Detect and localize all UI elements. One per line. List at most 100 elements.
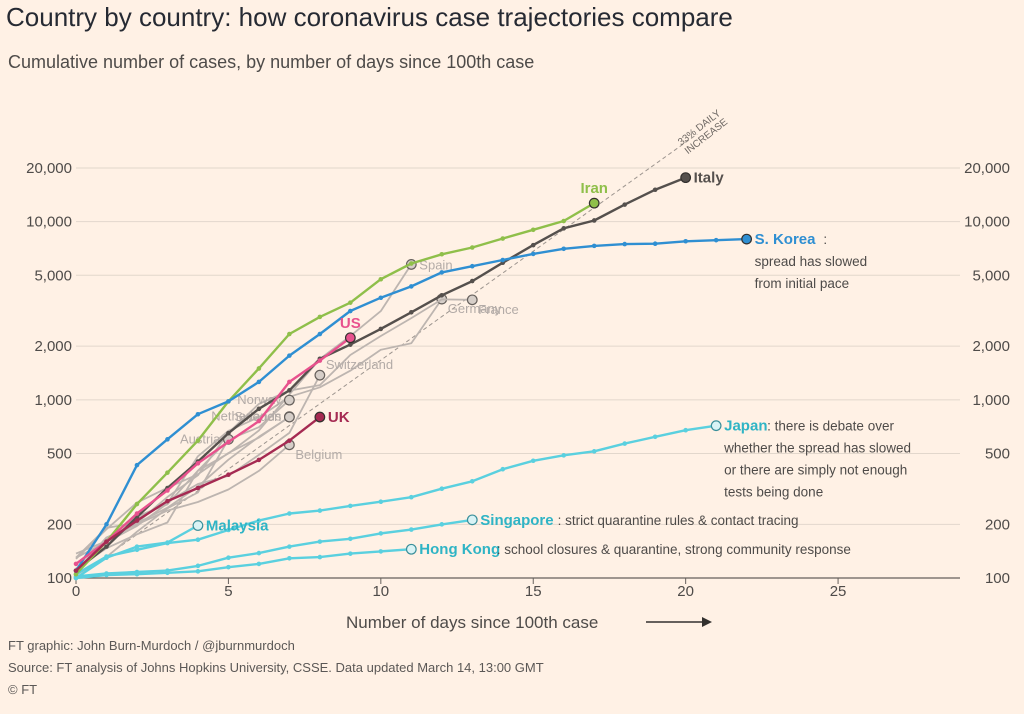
- series-point-iran: [256, 366, 262, 371]
- series-point-uk: [134, 518, 140, 523]
- y-tick-right-200: 200: [985, 516, 1010, 533]
- series-point-south-korea: [561, 246, 567, 252]
- series-point-south-korea: [256, 379, 262, 385]
- y-tick-left-10000: 10,000: [26, 214, 72, 231]
- annotation-singapore: : strict quarantine rules & contact trac…: [558, 513, 799, 528]
- annotation-line-south-korea: :: [823, 232, 827, 247]
- series-point-hong-kong: [165, 570, 170, 576]
- series-point-italy: [287, 388, 292, 393]
- series-point-south-korea: [500, 257, 506, 263]
- series-point-us: [73, 561, 79, 567]
- series-point-iran: [469, 245, 475, 250]
- series-label-italy: Italy: [694, 170, 725, 187]
- series-point-japan: [469, 478, 475, 484]
- series-end-point-hong-kong: [405, 543, 417, 555]
- series-point-south-korea: [287, 353, 292, 358]
- x-tick-10: 10: [372, 583, 389, 600]
- series-point-italy: [652, 187, 658, 193]
- series-point-japan: [287, 511, 292, 516]
- series-end-point-norway: [283, 394, 295, 406]
- y-tick-left-200: 200: [47, 516, 72, 533]
- series-point-us: [317, 358, 323, 363]
- series-point-uk: [256, 457, 262, 463]
- y-tick-right-2000: 2,000: [972, 338, 1010, 355]
- series-point-malaysia: [165, 540, 170, 545]
- series-point-south-korea: [226, 399, 231, 404]
- series-point-south-korea: [409, 284, 414, 289]
- x-axis-label: Number of days since 100th case: [346, 613, 598, 632]
- series-point-japan: [591, 449, 597, 454]
- series-point-iran: [287, 331, 292, 337]
- series-point-singapore: [409, 527, 414, 532]
- series-point-italy: [561, 226, 567, 231]
- series-line-japan: [75, 424, 717, 576]
- series-line-spain: [75, 263, 413, 565]
- series-point-japan: [439, 486, 445, 492]
- reference-line: [75, 133, 698, 579]
- series-point-italy: [226, 430, 231, 436]
- series-point-iran: [378, 276, 384, 282]
- series-line-us: [75, 336, 352, 565]
- series-point-south-korea: [104, 522, 109, 527]
- annotation-line-japan: whether the spread has slowed: [723, 441, 911, 456]
- series-label-spain: Spain: [419, 257, 452, 272]
- series-end-point-sweden: [283, 411, 295, 423]
- series-label-south-korea: S. Korea: [755, 231, 817, 248]
- y-tick-right-10000: 10,000: [964, 214, 1010, 231]
- series-point-japan: [561, 453, 567, 458]
- series-point-hong-kong: [195, 569, 201, 574]
- series-point-malaysia: [134, 544, 140, 549]
- x-tick-20: 20: [677, 583, 694, 600]
- series-us: US: [73, 315, 361, 567]
- series-point-japan: [409, 494, 414, 500]
- series-point-japan: [622, 441, 627, 446]
- y-tick-right-1000: 1,000: [972, 392, 1010, 409]
- series-point-uk: [195, 485, 201, 491]
- footer-copyright: © FT: [8, 682, 38, 697]
- series-label-hong-kong: Hong Kong: [419, 541, 500, 558]
- series-point-japan: [134, 547, 140, 553]
- series-point-south-korea: [195, 411, 201, 417]
- series-hong-kong: Hong Kong: [73, 541, 500, 581]
- series-line-italy: [75, 176, 687, 572]
- series-point-italy: [591, 218, 597, 223]
- series-point-south-korea: [652, 241, 658, 246]
- annotation-line-singapore: : strict quarantine rules & contact trac…: [558, 513, 799, 528]
- series-point-japan: [317, 508, 323, 513]
- series-point-us: [134, 511, 140, 516]
- series-point-italy: [256, 406, 262, 412]
- series-point-japan: [226, 527, 231, 533]
- series-point-hong-kong: [134, 571, 140, 577]
- series-point-us: [195, 461, 201, 466]
- y-tick-left-100: 100: [47, 570, 72, 587]
- series-point-hong-kong: [226, 564, 231, 570]
- series-point-japan: [256, 518, 262, 523]
- series-point-iran: [195, 438, 201, 443]
- series-label-uk: UK: [328, 409, 350, 426]
- series-point-iran: [317, 314, 323, 320]
- series-point-italy: [530, 242, 536, 248]
- series-point-iran: [500, 236, 506, 241]
- series-point-south-korea: [683, 238, 688, 244]
- y-tick-right-20000: 20,000: [964, 160, 1010, 177]
- series-label-iran: Iran: [580, 180, 608, 197]
- chart-subtitle: Cumulative number of cases, by number of…: [8, 52, 535, 72]
- series-point-us: [165, 488, 170, 493]
- series-point-south-korea: [165, 437, 170, 442]
- x-tick-15: 15: [525, 583, 542, 600]
- y-tick-right-100: 100: [985, 570, 1010, 587]
- series-point-singapore: [317, 539, 323, 544]
- x-tick-0: 0: [72, 583, 80, 600]
- series-point-singapore: [439, 522, 445, 527]
- series-point-south-korea: [378, 295, 384, 301]
- series-end-point-uk: [314, 411, 326, 423]
- series-point-singapore: [226, 555, 231, 560]
- series-point-singapore: [378, 531, 384, 536]
- series-point-iran: [439, 251, 445, 257]
- series-point-hong-kong: [348, 551, 353, 556]
- annotation-japan: : there is debate over whether the spread…: [723, 419, 911, 500]
- y-tick-left-1000: 1,000: [34, 392, 72, 409]
- series-point-us: [226, 439, 231, 445]
- series-point-italy: [439, 293, 445, 298]
